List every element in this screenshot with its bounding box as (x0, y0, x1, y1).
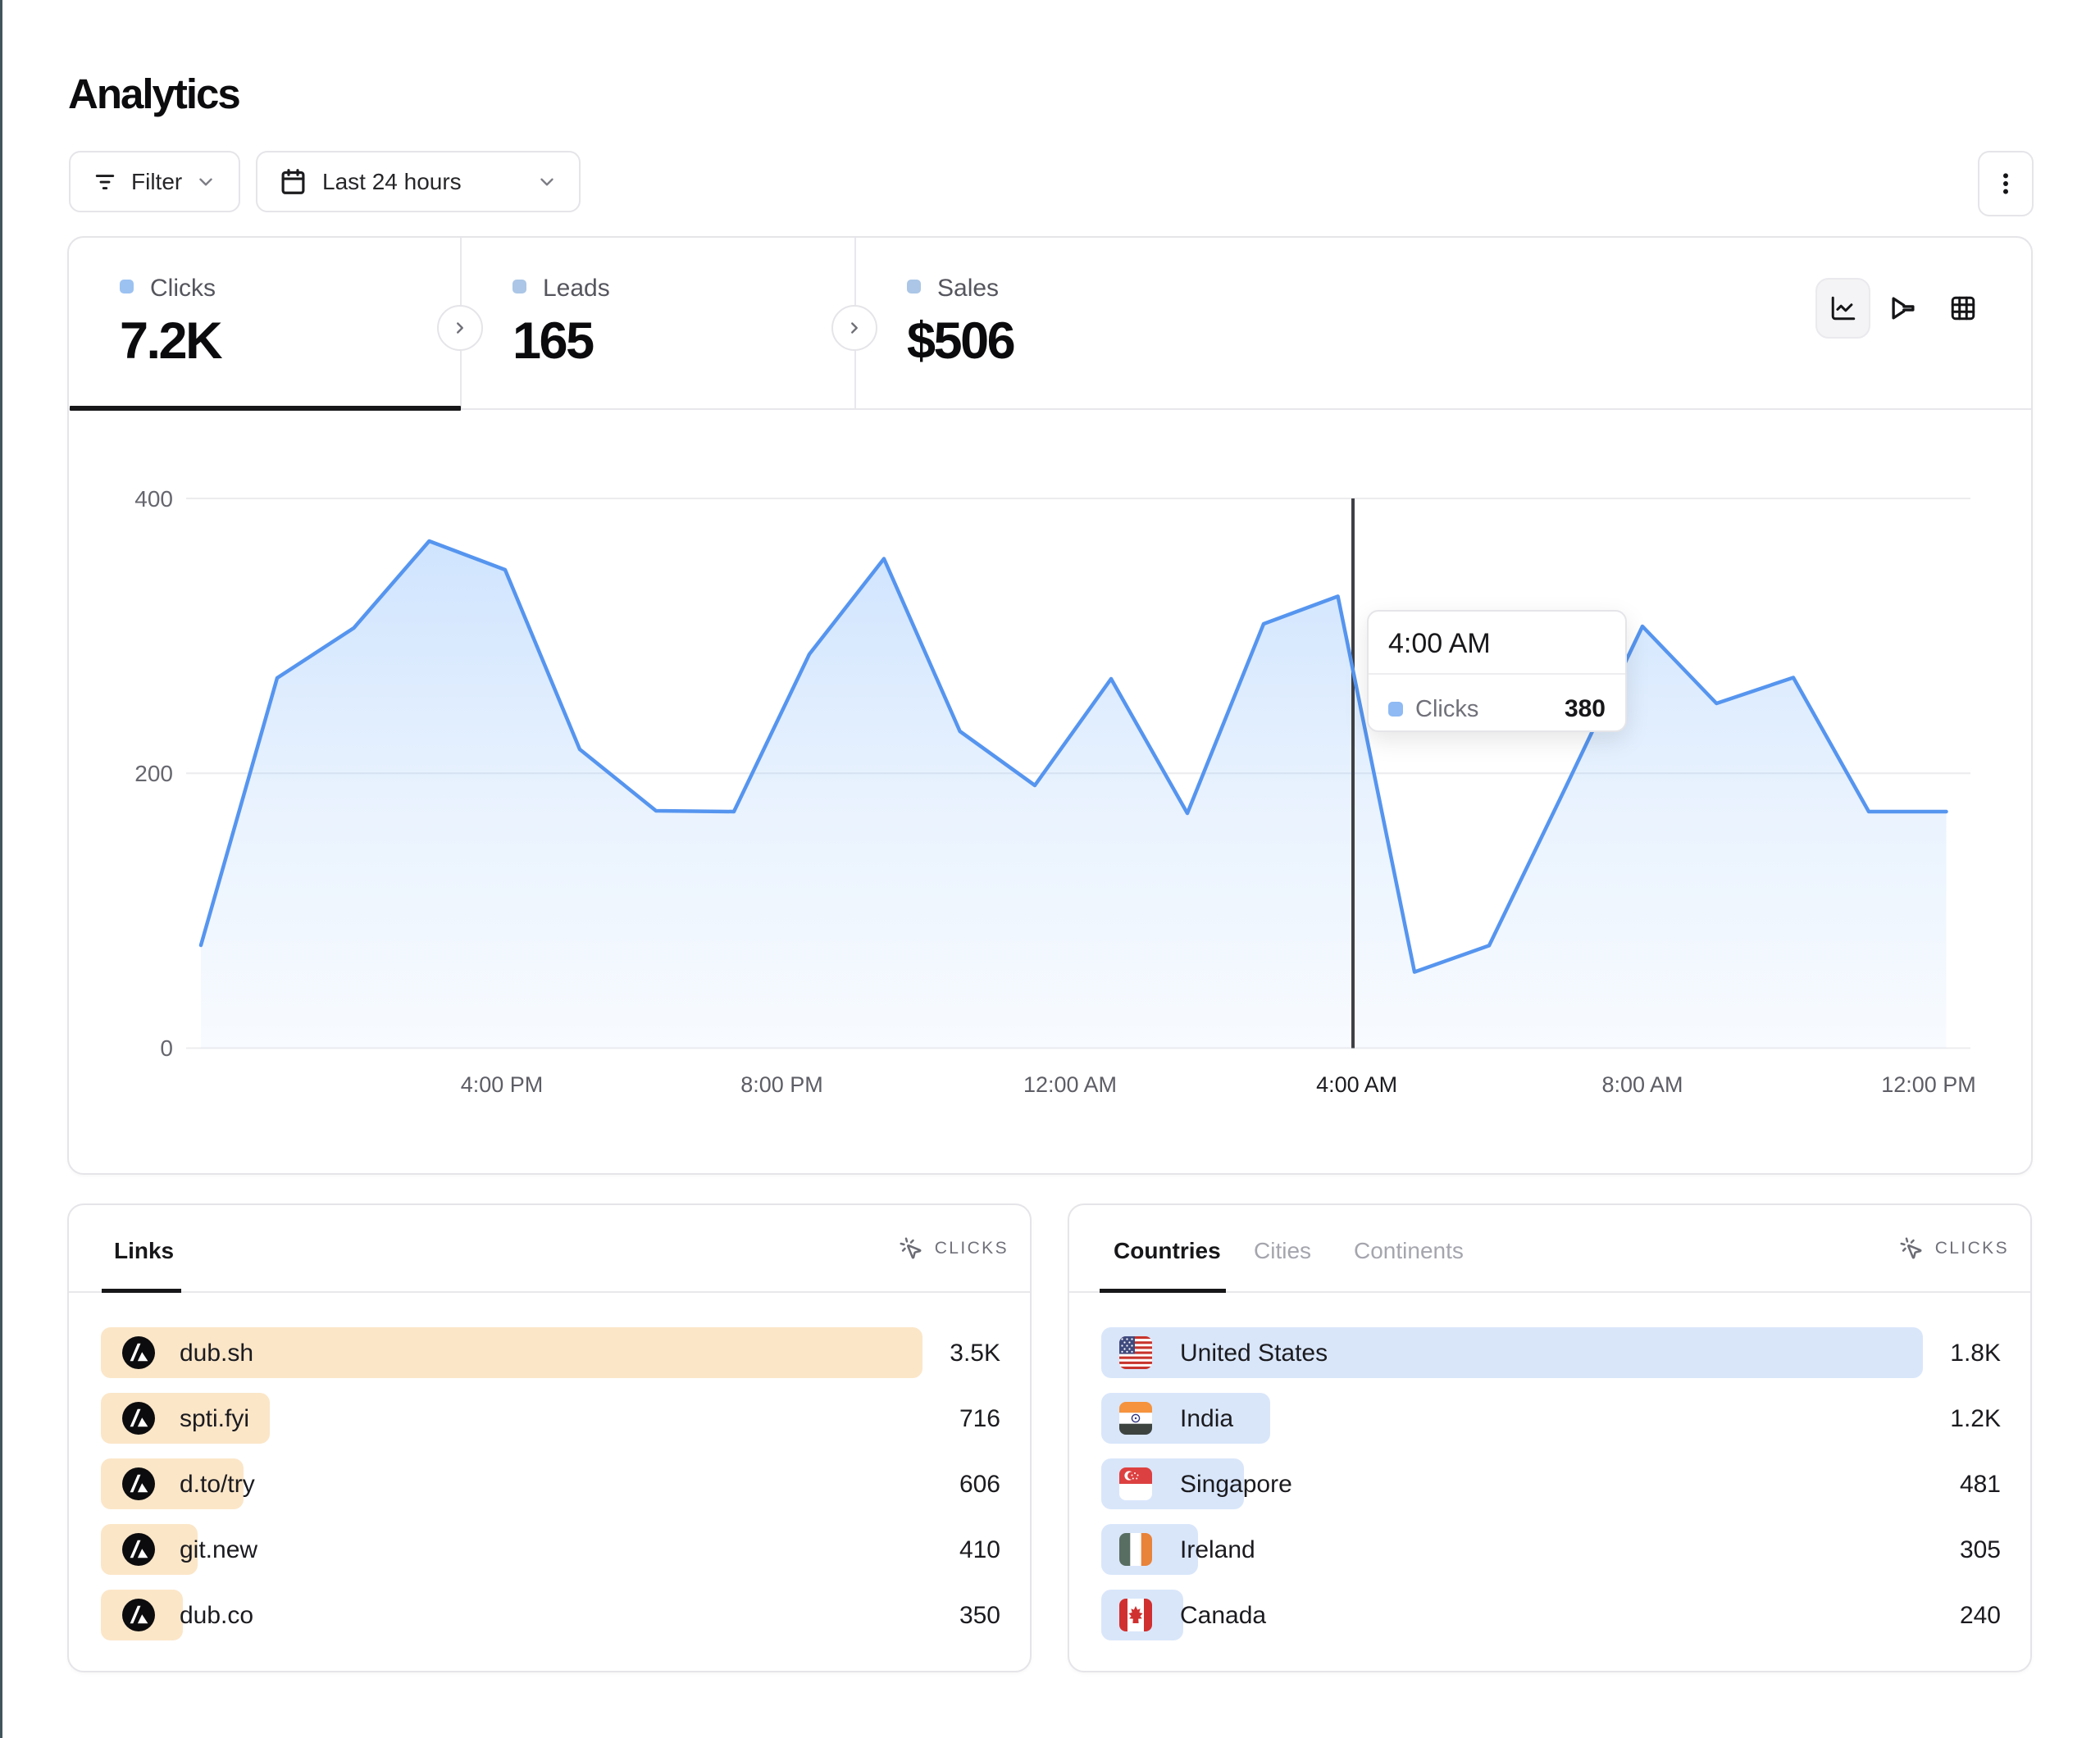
svg-text:4:00 AM: 4:00 AM (1316, 1072, 1397, 1097)
svg-text:400: 400 (134, 486, 173, 512)
svg-text:8:00 PM: 8:00 PM (740, 1072, 823, 1097)
svg-text:200: 200 (134, 761, 173, 786)
svg-text:0: 0 (160, 1035, 173, 1061)
svg-text:12:00 AM: 12:00 AM (1023, 1072, 1117, 1097)
svg-text:8:00 AM: 8:00 AM (1601, 1072, 1683, 1097)
svg-text:4:00 PM: 4:00 PM (461, 1072, 544, 1097)
svg-text:12:00 PM: 12:00 PM (1881, 1072, 1976, 1097)
